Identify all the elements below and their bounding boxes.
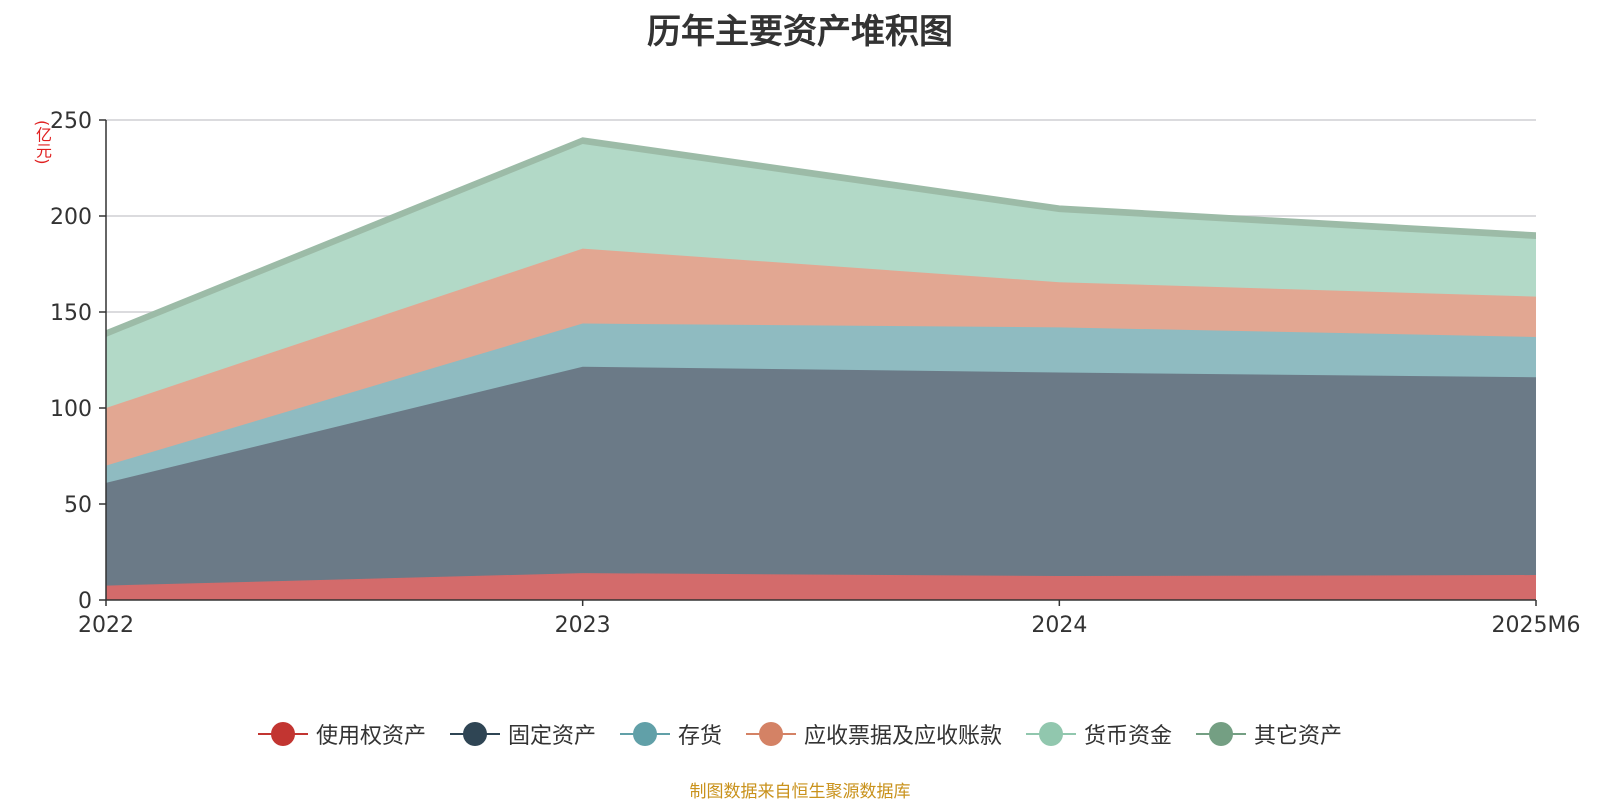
legend-marker (746, 722, 796, 746)
legend-marker (257, 722, 308, 746)
chart-title: 历年主要资产堆积图 (647, 12, 953, 52)
y-tick-label: 250 (50, 109, 92, 134)
legend-marker (619, 722, 670, 746)
y-tick-label: 150 (50, 301, 92, 326)
stacked-area-chart: 0 50 100 150 200 250 2022 2023 2024 2025M6 (50, 109, 1580, 638)
y-tick-label: 100 (50, 397, 92, 422)
area-series-2 (106, 323, 1536, 483)
data-source-note: 制图数据来自恒生聚源数据库 (689, 782, 911, 802)
x-tick-label: 2023 (555, 613, 611, 638)
axes (99, 119, 1537, 606)
legend-marker (449, 722, 500, 746)
legend-label: 存货 (677, 724, 722, 749)
x-tick-label: 2024 (1031, 613, 1087, 638)
legend-item[interactable]: 固定资产 (449, 718, 596, 750)
tick-labels: 0 50 100 150 200 250 2022 2023 2024 2025M6 (50, 109, 1580, 638)
line-series-5 (105, 137, 1537, 333)
legend-label: 其它资产 (1254, 724, 1343, 749)
legend-label: 应收票据及应收账款 (804, 724, 1003, 749)
legend-label: 使用权资产 (315, 724, 426, 749)
area-series-1 (106, 366, 1536, 586)
y-tick-label: 0 (78, 589, 92, 614)
area-series-3 (106, 248, 1536, 466)
legend-item[interactable]: 其它资产 (1196, 718, 1342, 750)
legend: 使用权资产 固定资产 存货 应收票据及应收账款 货币资金 其它资产 (0, 718, 1600, 750)
legend-item[interactable]: 应收票据及应收账款 (746, 718, 1002, 750)
line-series-4 (105, 142, 1537, 338)
legend-item[interactable]: 存货 (619, 718, 722, 750)
series-areas (105, 137, 1537, 600)
x-tick-label: 2025M6 (1492, 613, 1581, 638)
y-tick-label: 50 (64, 493, 92, 518)
line-series-0 (105, 572, 1537, 587)
area-series-0 (106, 573, 1536, 600)
area-series-5 (106, 138, 1536, 337)
x-tick-label: 2022 (78, 613, 134, 638)
legend-item[interactable]: 货币资金 (1026, 718, 1172, 750)
y-axis-unit-label: (亿元) (33, 120, 52, 165)
y-tick-label: 200 (50, 205, 92, 230)
line-series-3 (105, 247, 1537, 409)
area-series-4 (106, 144, 1536, 408)
legend-marker (1026, 722, 1077, 746)
legend-label: 固定资产 (507, 724, 596, 749)
legend-item[interactable]: 使用权资产 (257, 718, 426, 750)
legend-label: 货币资金 (1084, 724, 1173, 749)
legend-marker (1196, 722, 1247, 746)
line-series-1 (105, 365, 1537, 484)
line-series-2 (105, 322, 1537, 467)
